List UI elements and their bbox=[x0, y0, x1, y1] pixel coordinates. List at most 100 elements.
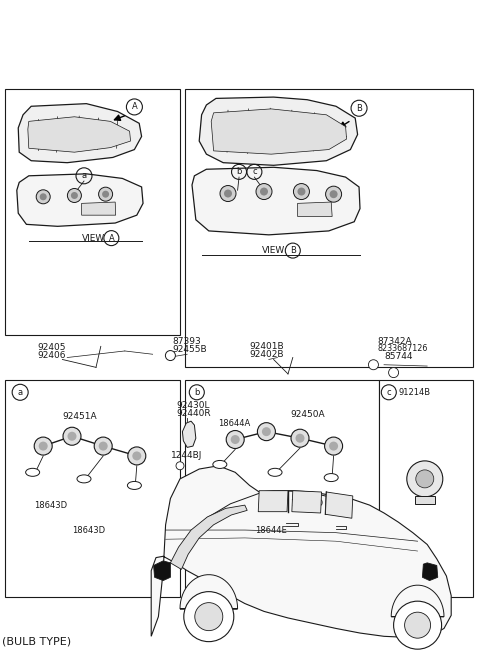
Polygon shape bbox=[28, 117, 131, 152]
Text: (BULB TYPE): (BULB TYPE) bbox=[2, 636, 72, 647]
Text: VIEW: VIEW bbox=[262, 246, 285, 255]
Text: c: c bbox=[386, 388, 391, 397]
Polygon shape bbox=[182, 421, 196, 447]
Text: 92450A: 92450A bbox=[290, 410, 324, 419]
Text: 92455B: 92455B bbox=[173, 345, 207, 354]
Circle shape bbox=[63, 427, 81, 445]
Polygon shape bbox=[292, 491, 322, 513]
Text: 87342A: 87342A bbox=[377, 337, 412, 346]
Polygon shape bbox=[391, 585, 444, 617]
Circle shape bbox=[166, 350, 175, 361]
Bar bbox=[379, 380, 473, 597]
Text: 92405: 92405 bbox=[37, 343, 66, 352]
Ellipse shape bbox=[127, 482, 142, 489]
Circle shape bbox=[405, 612, 431, 638]
Circle shape bbox=[128, 447, 146, 465]
Text: A: A bbox=[108, 234, 114, 243]
Polygon shape bbox=[211, 109, 347, 154]
Bar bbox=[185, 89, 473, 367]
Circle shape bbox=[325, 186, 342, 202]
Polygon shape bbox=[192, 167, 360, 235]
Polygon shape bbox=[325, 492, 353, 518]
Polygon shape bbox=[18, 104, 142, 163]
Text: 85744: 85744 bbox=[384, 352, 412, 361]
Polygon shape bbox=[82, 202, 116, 215]
Circle shape bbox=[99, 441, 108, 451]
Circle shape bbox=[98, 187, 113, 201]
Circle shape bbox=[394, 601, 442, 649]
Text: 92401B: 92401B bbox=[250, 342, 284, 351]
Text: 18643D: 18643D bbox=[72, 525, 106, 535]
Text: b: b bbox=[194, 388, 200, 397]
Circle shape bbox=[220, 186, 236, 201]
Circle shape bbox=[260, 188, 268, 195]
Text: B: B bbox=[290, 246, 296, 255]
Text: 18643D: 18643D bbox=[35, 501, 68, 510]
Circle shape bbox=[226, 430, 244, 449]
Text: b: b bbox=[236, 167, 242, 176]
Ellipse shape bbox=[268, 468, 282, 476]
Text: B: B bbox=[356, 104, 362, 113]
Polygon shape bbox=[258, 491, 288, 512]
Circle shape bbox=[291, 429, 309, 447]
Circle shape bbox=[298, 188, 305, 195]
Text: 87393: 87393 bbox=[173, 337, 202, 346]
Bar bbox=[185, 380, 379, 597]
Circle shape bbox=[36, 190, 50, 204]
Circle shape bbox=[231, 435, 240, 444]
Circle shape bbox=[329, 441, 338, 451]
Polygon shape bbox=[17, 174, 143, 226]
Circle shape bbox=[389, 367, 398, 378]
Text: c: c bbox=[252, 167, 257, 176]
Circle shape bbox=[132, 451, 141, 461]
Text: 92406: 92406 bbox=[37, 351, 66, 360]
Bar bbox=[5, 380, 180, 597]
Text: 91214B: 91214B bbox=[398, 388, 431, 397]
Text: 92451A: 92451A bbox=[62, 412, 96, 421]
Polygon shape bbox=[180, 575, 238, 609]
Circle shape bbox=[407, 461, 443, 497]
Text: A: A bbox=[132, 102, 137, 112]
Text: VIEW: VIEW bbox=[82, 234, 105, 243]
Circle shape bbox=[71, 192, 78, 199]
Bar bbox=[5, 89, 180, 335]
Circle shape bbox=[369, 359, 378, 370]
Text: a: a bbox=[18, 388, 23, 397]
Text: 18643D: 18643D bbox=[289, 499, 323, 508]
Text: 8233687126: 8233687126 bbox=[377, 344, 428, 354]
Circle shape bbox=[330, 190, 337, 198]
Circle shape bbox=[176, 462, 184, 470]
Circle shape bbox=[195, 603, 223, 630]
Circle shape bbox=[67, 188, 82, 203]
Circle shape bbox=[34, 437, 52, 455]
Circle shape bbox=[184, 592, 234, 642]
Polygon shape bbox=[154, 561, 170, 581]
Polygon shape bbox=[422, 563, 438, 581]
Polygon shape bbox=[170, 505, 247, 569]
Circle shape bbox=[40, 194, 47, 200]
Polygon shape bbox=[199, 97, 358, 165]
Text: 92430L: 92430L bbox=[177, 401, 210, 410]
Circle shape bbox=[324, 437, 343, 455]
Ellipse shape bbox=[213, 461, 227, 468]
Circle shape bbox=[39, 441, 48, 451]
Circle shape bbox=[262, 427, 271, 436]
Bar bbox=[415, 495, 435, 504]
Text: 18644A: 18644A bbox=[218, 419, 251, 428]
Circle shape bbox=[293, 184, 310, 199]
Ellipse shape bbox=[324, 474, 338, 482]
Circle shape bbox=[416, 470, 434, 488]
Text: 1244BJ: 1244BJ bbox=[171, 451, 203, 461]
Circle shape bbox=[94, 437, 112, 455]
Circle shape bbox=[102, 191, 109, 197]
Text: 92402B: 92402B bbox=[250, 350, 284, 359]
Circle shape bbox=[256, 184, 272, 199]
Circle shape bbox=[257, 422, 276, 441]
Circle shape bbox=[224, 190, 232, 197]
Text: 92440R: 92440R bbox=[177, 409, 211, 418]
Ellipse shape bbox=[77, 475, 91, 483]
Text: 18644E: 18644E bbox=[255, 525, 287, 535]
Circle shape bbox=[68, 432, 76, 441]
Ellipse shape bbox=[25, 468, 40, 476]
Circle shape bbox=[296, 434, 304, 443]
